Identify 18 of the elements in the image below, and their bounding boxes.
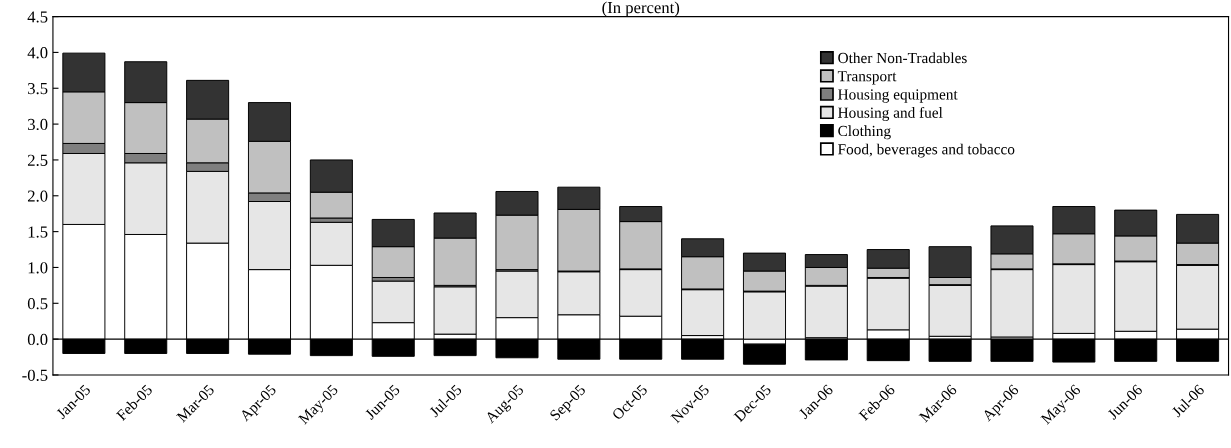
y-tick-label: 2.0 xyxy=(27,190,48,202)
y-tick-label: 0.0 xyxy=(27,333,48,346)
y-tick-label: -0.5 xyxy=(22,369,48,381)
legend-label: Housing and fuel xyxy=(838,106,943,121)
chart-title: (In percent) xyxy=(602,1,680,17)
legend-label: Transport xyxy=(837,71,897,85)
y-tick-label: 1.0 xyxy=(28,262,48,274)
y-tick-label: 3.5 xyxy=(28,83,48,95)
y-tick-label: 4.5 xyxy=(27,11,48,23)
legend-label: Clothing xyxy=(838,125,891,140)
y-tick-label: 4.0 xyxy=(27,47,48,59)
y-tick-label: 3.0 xyxy=(28,118,48,131)
legend-label: Food, beverages and tobacco xyxy=(838,143,1015,158)
y-tick-label: 0.5 xyxy=(27,298,48,310)
y-tick-label: 2.5 xyxy=(27,154,48,166)
legend-label: Other Non-Tradables xyxy=(838,52,967,64)
legend-label: Housing equipment xyxy=(838,89,958,103)
y-tick-label: 1.5 xyxy=(28,226,48,238)
